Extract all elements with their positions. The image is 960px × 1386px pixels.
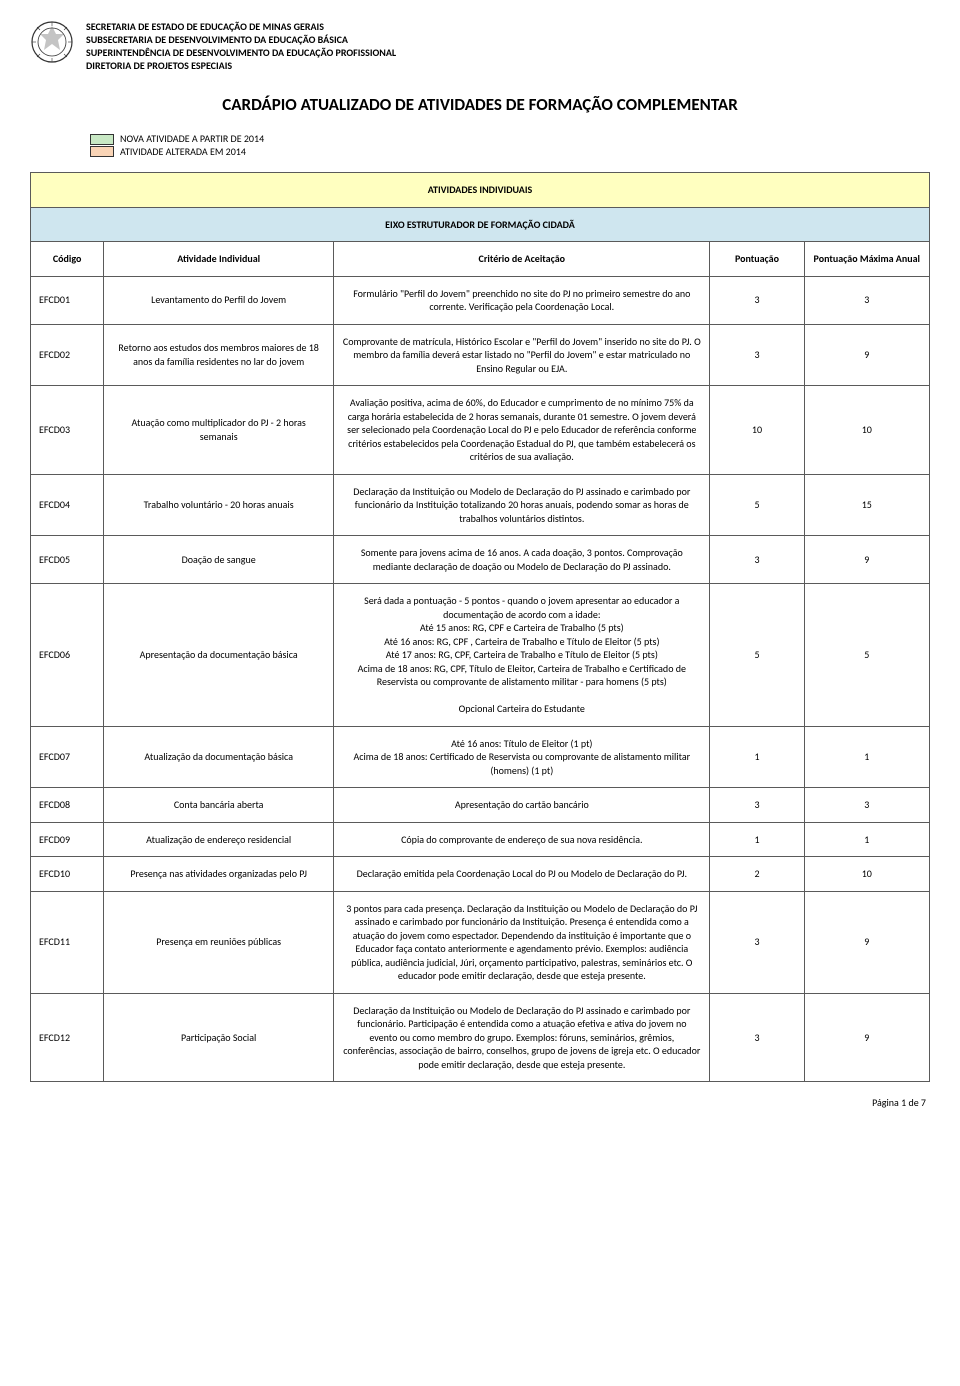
cell-criterion: 3 pontos para cada presença. Declaração …: [334, 891, 710, 993]
cell-activity: Participação Social: [104, 993, 334, 1082]
cell-max: 1: [804, 726, 929, 788]
table-row: EFCD03 Atuação como multiplicador do PJ …: [31, 386, 930, 475]
cell-criterion: Declaração da Instituição ou Modelo de D…: [334, 993, 710, 1082]
cell-criterion: Avaliação positiva, acima de 60%, do Edu…: [334, 386, 710, 475]
header-line: SUPERINTENDÊNCIA DE DESENVOLVIMENTO DA E…: [86, 46, 396, 59]
cell-max: 10: [804, 857, 929, 892]
cell-max: 10: [804, 386, 929, 475]
legend-label: ATIVIDADE ALTERADA EM 2014: [120, 146, 246, 159]
table-row: EFCD07 Atualização da documentação básic…: [31, 726, 930, 788]
header-line: DIRETORIA DE PROJETOS ESPECIAIS: [86, 59, 396, 72]
cell-criterion: Formulário "Perfil do Jovem" preenchido …: [334, 276, 710, 324]
page-footer: Página 1 de 7: [30, 1096, 930, 1109]
table-row: EFCD02 Retorno aos estudos dos membros m…: [31, 324, 930, 386]
cell-max: 9: [804, 993, 929, 1082]
cell-points: 3: [710, 891, 804, 993]
legend-item-altered: ATIVIDADE ALTERADA EM 2014: [90, 146, 930, 159]
cell-code: EFCD11: [31, 891, 104, 993]
cell-criterion: Declaração emitida pela Coordenação Loca…: [334, 857, 710, 892]
cell-points: 1: [710, 822, 804, 857]
cell-max: 3: [804, 788, 929, 823]
cell-activity: Presença nas atividades organizadas pelo…: [104, 857, 334, 892]
legend-item-new: NOVA ATIVIDADE A PARTIR DE 2014: [90, 133, 930, 146]
cell-points: 2: [710, 857, 804, 892]
cell-criterion: Declaração da Instituição ou Modelo de D…: [334, 474, 710, 536]
cell-code: EFCD09: [31, 822, 104, 857]
cell-code: EFCD04: [31, 474, 104, 536]
table-row: EFCD12 Participação Social Declaração da…: [31, 993, 930, 1082]
cell-criterion: Somente para jovens acima de 16 anos. A …: [334, 536, 710, 584]
cell-code: EFCD12: [31, 993, 104, 1082]
cell-activity: Atualização de endereço residencial: [104, 822, 334, 857]
table-row: EFCD04 Trabalho voluntário - 20 horas an…: [31, 474, 930, 536]
table-row: EFCD05 Doação de sangue Somente para jov…: [31, 536, 930, 584]
column-headers: Código Atividade Individual Critério de …: [31, 242, 930, 277]
cell-points: 3: [710, 788, 804, 823]
cell-points: 3: [710, 536, 804, 584]
page-title: CARDÁPIO ATUALIZADO DE ATIVIDADES DE FOR…: [30, 94, 930, 115]
cell-code: EFCD06: [31, 584, 104, 727]
legend-label: NOVA ATIVIDADE A PARTIR DE 2014: [120, 133, 264, 146]
cell-code: EFCD05: [31, 536, 104, 584]
cell-criterion: Cópia do comprovante de endereço de sua …: [334, 822, 710, 857]
table-row: EFCD11 Presença em reuniões públicas 3 p…: [31, 891, 930, 993]
col-codigo: Código: [31, 242, 104, 277]
cell-criterion: Comprovante de matrícula, Histórico Esco…: [334, 324, 710, 386]
cell-activity: Doação de sangue: [104, 536, 334, 584]
cell-points: 1: [710, 726, 804, 788]
cell-points: 3: [710, 324, 804, 386]
letterhead-lines: SECRETARIA DE ESTADO DE EDUCAÇÃO DE MINA…: [86, 20, 396, 72]
cell-code: EFCD01: [31, 276, 104, 324]
letterhead: SECRETARIA DE ESTADO DE EDUCAÇÃO DE MINA…: [30, 20, 930, 72]
cell-code: EFCD07: [31, 726, 104, 788]
legend-swatch-icon: [90, 146, 114, 157]
cell-criterion: Até 16 anos: Título de Eleitor (1 pt)Aci…: [334, 726, 710, 788]
state-crest-icon: [30, 20, 74, 64]
table-row: EFCD10 Presença nas atividades organizad…: [31, 857, 930, 892]
table-row: EFCD09 Atualização de endereço residenci…: [31, 822, 930, 857]
col-criterio: Critério de Aceitação: [334, 242, 710, 277]
legend-swatch-icon: [90, 134, 114, 145]
cell-code: EFCD03: [31, 386, 104, 475]
cell-points: 3: [710, 276, 804, 324]
cell-activity: Presença em reuniões públicas: [104, 891, 334, 993]
col-atividade: Atividade Individual: [104, 242, 334, 277]
cell-max: 9: [804, 891, 929, 993]
cell-points: 10: [710, 386, 804, 475]
cell-max: 5: [804, 584, 929, 727]
cell-max: 1: [804, 822, 929, 857]
cell-points: 5: [710, 584, 804, 727]
table-row: EFCD08 Conta bancária aberta Apresentaçã…: [31, 788, 930, 823]
legend: NOVA ATIVIDADE A PARTIR DE 2014 ATIVIDAD…: [90, 133, 930, 158]
col-maxima: Pontuação Máxima Anual: [804, 242, 929, 277]
cell-code: EFCD02: [31, 324, 104, 386]
cell-criterion: Será dada a pontuação - 5 pontos - quand…: [334, 584, 710, 727]
cell-activity: Levantamento do Perfil do Jovem: [104, 276, 334, 324]
header-line: SECRETARIA DE ESTADO DE EDUCAÇÃO DE MINA…: [86, 20, 396, 33]
axis-heading: EIXO ESTRUTURADOR DE FORMAÇÃO CIDADÃ: [31, 207, 930, 242]
cell-points: 3: [710, 993, 804, 1082]
section-heading: ATIVIDADES INDIVIDUAIS: [31, 173, 930, 208]
cell-activity: Atualização da documentação básica: [104, 726, 334, 788]
cell-points: 5: [710, 474, 804, 536]
header-line: SUBSECRETARIA DE DESENVOLVIMENTO DA EDUC…: [86, 33, 396, 46]
band-section: ATIVIDADES INDIVIDUAIS: [31, 173, 930, 208]
cell-max: 3: [804, 276, 929, 324]
cell-activity: Apresentação da documentação básica: [104, 584, 334, 727]
cell-activity: Atuação como multiplicador do PJ - 2 hor…: [104, 386, 334, 475]
cell-max: 9: [804, 324, 929, 386]
cell-activity: Conta bancária aberta: [104, 788, 334, 823]
cell-code: EFCD10: [31, 857, 104, 892]
table-row: EFCD06 Apresentação da documentação bási…: [31, 584, 930, 727]
cell-max: 9: [804, 536, 929, 584]
cell-activity: Trabalho voluntário - 20 horas anuais: [104, 474, 334, 536]
cell-max: 15: [804, 474, 929, 536]
cell-criterion: Apresentação do cartão bancário: [334, 788, 710, 823]
band-axis: EIXO ESTRUTURADOR DE FORMAÇÃO CIDADÃ: [31, 207, 930, 242]
col-pontuacao: Pontuação: [710, 242, 804, 277]
cell-activity: Retorno aos estudos dos membros maiores …: [104, 324, 334, 386]
table-row: EFCD01 Levantamento do Perfil do Jovem F…: [31, 276, 930, 324]
cell-code: EFCD08: [31, 788, 104, 823]
activities-table: ATIVIDADES INDIVIDUAIS EIXO ESTRUTURADOR…: [30, 172, 930, 1082]
